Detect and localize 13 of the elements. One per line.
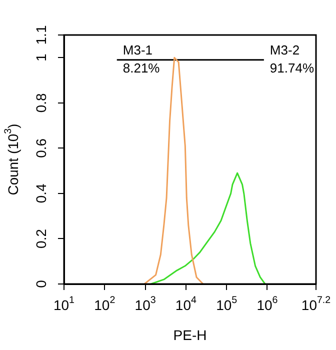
y-axis-title: Count (103) — [3, 124, 21, 196]
y-tick-label: 0 — [32, 280, 49, 288]
y-tick-label: 1.1 — [32, 25, 49, 45]
annotation: 91.74% — [270, 60, 314, 76]
x-axis-title: PE-H — [173, 326, 207, 343]
annotation: 8.21% — [122, 60, 160, 76]
annotation: M3-1 — [122, 42, 153, 58]
y-tick-label: 0.2 — [32, 228, 49, 248]
y-tick-label: 0.6 — [32, 138, 49, 158]
y-tick-label: 0.8 — [32, 92, 49, 113]
y-tick-label: 1 — [32, 54, 49, 62]
annotation: M3-2 — [270, 42, 300, 58]
y-tick-label: 0.4 — [32, 184, 49, 204]
